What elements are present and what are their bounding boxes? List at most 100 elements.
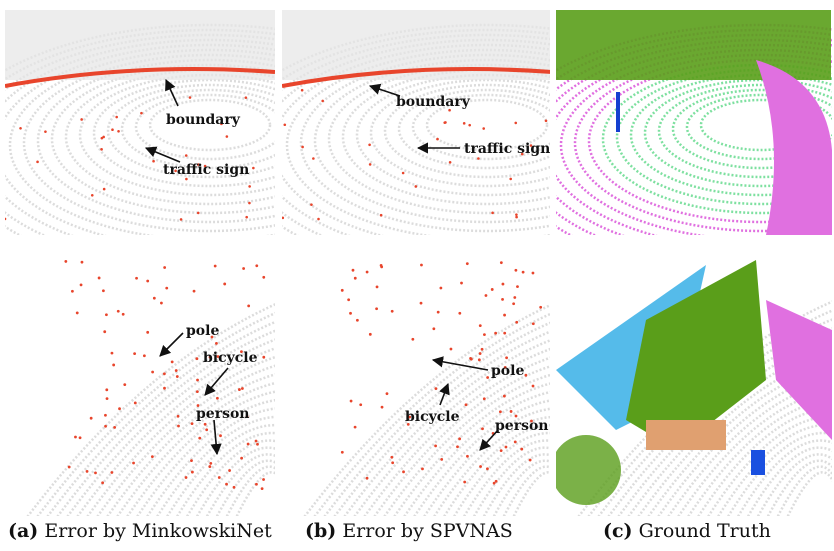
- error-point: [246, 442, 250, 446]
- error-point: [217, 476, 221, 479]
- error-point: [282, 216, 285, 220]
- scan-line: [56, 329, 275, 516]
- error-point: [365, 476, 369, 480]
- error-point: [238, 388, 241, 391]
- error-point: [163, 386, 166, 390]
- scan-line: [176, 431, 275, 516]
- error-point: [483, 333, 486, 336]
- scan-line: [462, 439, 550, 516]
- error-point: [406, 423, 410, 426]
- scan-line: [423, 407, 550, 516]
- error-point: [132, 461, 135, 465]
- person: [751, 450, 765, 475]
- panel: [556, 260, 832, 516]
- error-point: [440, 457, 444, 461]
- error-point: [481, 427, 484, 431]
- error-point: [203, 422, 207, 426]
- error-point: [97, 276, 101, 280]
- scan-line: [66, 338, 275, 516]
- arrow: [144, 146, 181, 163]
- error-point: [380, 405, 384, 409]
- pole: [616, 92, 620, 132]
- error-point: [310, 203, 313, 206]
- error-point: [215, 341, 218, 345]
- arrow: [210, 419, 222, 456]
- scan-ring: [148, 98, 272, 152]
- error-point: [456, 445, 459, 449]
- scan-line: [786, 471, 832, 516]
- error-point: [484, 294, 488, 297]
- error-point: [283, 123, 287, 127]
- caption-text: Error by MinkowskiNet: [44, 520, 272, 542]
- caption: (a) Error by MinkowskiNet: [8, 520, 272, 542]
- scan-ring: [313, 58, 550, 224]
- error-point: [340, 288, 344, 292]
- scan-ring: [22, 53, 275, 233]
- scan-line: [373, 365, 550, 516]
- error-point: [248, 201, 251, 205]
- error-point: [5, 217, 7, 221]
- error-point: [116, 309, 120, 313]
- scan-line: [727, 431, 832, 516]
- error-point: [390, 309, 394, 313]
- error-point: [113, 425, 117, 429]
- arrow: [159, 332, 184, 357]
- error-point: [524, 373, 528, 377]
- scan-line: [413, 399, 550, 516]
- error-point: [530, 419, 533, 423]
- annotation: pole: [186, 323, 219, 339]
- error-point: [36, 160, 39, 164]
- scan-line: [707, 415, 832, 516]
- error-point: [434, 387, 438, 391]
- error-point: [105, 313, 108, 317]
- error-band: [282, 67, 550, 88]
- scan-ring: [134, 93, 275, 161]
- error-point: [480, 347, 484, 351]
- annotation: person: [196, 406, 249, 422]
- error-point: [117, 129, 120, 133]
- error-point: [67, 465, 71, 469]
- error-point: [512, 302, 516, 306]
- error-point: [225, 482, 228, 486]
- error-point: [102, 187, 106, 191]
- error-point: [209, 462, 213, 465]
- error-point: [220, 122, 223, 126]
- error-point: [515, 213, 518, 216]
- error-point: [368, 143, 371, 147]
- error-point: [80, 118, 83, 121]
- error-point: [509, 410, 513, 413]
- arrow: [204, 367, 229, 396]
- error-point: [365, 270, 369, 274]
- scan-ring: [299, 53, 550, 233]
- scan-ring: [327, 63, 550, 215]
- error-point: [240, 456, 244, 460]
- error-point: [110, 351, 114, 355]
- error-point: [184, 154, 188, 157]
- error-point: [466, 454, 469, 458]
- error-point: [255, 264, 259, 268]
- caption-label: (b): [305, 520, 336, 542]
- error-point: [355, 318, 359, 322]
- error-point: [101, 481, 105, 485]
- error-point: [531, 322, 535, 326]
- error-point: [163, 266, 167, 269]
- scan-ring: [587, 58, 832, 224]
- scan-ring: [685, 93, 832, 161]
- scan-line: [136, 398, 275, 516]
- panel: [282, 10, 550, 235]
- scan-line: [116, 381, 275, 516]
- error-point: [477, 157, 480, 160]
- error-point: [513, 440, 517, 444]
- error-point: [353, 425, 357, 429]
- error-point: [468, 123, 471, 127]
- error-point: [203, 164, 207, 168]
- scan-line: [766, 459, 832, 516]
- error-point: [100, 148, 103, 151]
- error-point: [414, 185, 418, 188]
- error-point: [210, 335, 214, 339]
- error-point: [460, 281, 463, 285]
- vegetation-cluster: [556, 435, 621, 505]
- error-point: [192, 289, 196, 293]
- point-clouds: [5, 10, 832, 516]
- error-point: [103, 330, 107, 334]
